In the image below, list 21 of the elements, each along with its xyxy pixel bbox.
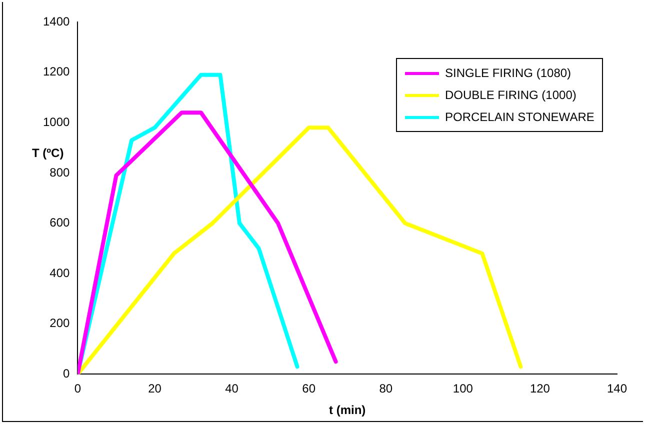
x-tick-label: 60: [302, 382, 316, 396]
legend-label: SINGLE FIRING (1080): [445, 66, 572, 80]
y-tick-label: 1400: [42, 14, 70, 28]
x-tick-label: 100: [452, 382, 474, 396]
legend-label: PORCELAIN STONEWARE: [445, 110, 594, 124]
y-axis-title: T (ºC): [32, 146, 64, 160]
legend-label: DOUBLE FIRING (1000): [445, 88, 576, 102]
x-tick-label: 140: [606, 382, 628, 396]
x-axis-title: t (min): [329, 403, 366, 418]
x-tick-label: 20: [148, 382, 162, 396]
x-tick-label: 40: [225, 382, 239, 396]
x-tick-label: 0: [74, 382, 82, 396]
y-tick-label: 600: [50, 216, 70, 230]
y-tick-label: 1200: [42, 64, 70, 79]
y-tick-label: 800: [50, 165, 70, 180]
x-tick-label: 120: [530, 382, 550, 396]
y-tick-label: 400: [50, 266, 70, 280]
y-tick-label: 1000: [42, 114, 70, 129]
y-tick-label: 200: [50, 316, 70, 330]
x-tick-label: 80: [379, 382, 393, 396]
y-tick-label: 0: [63, 366, 70, 381]
